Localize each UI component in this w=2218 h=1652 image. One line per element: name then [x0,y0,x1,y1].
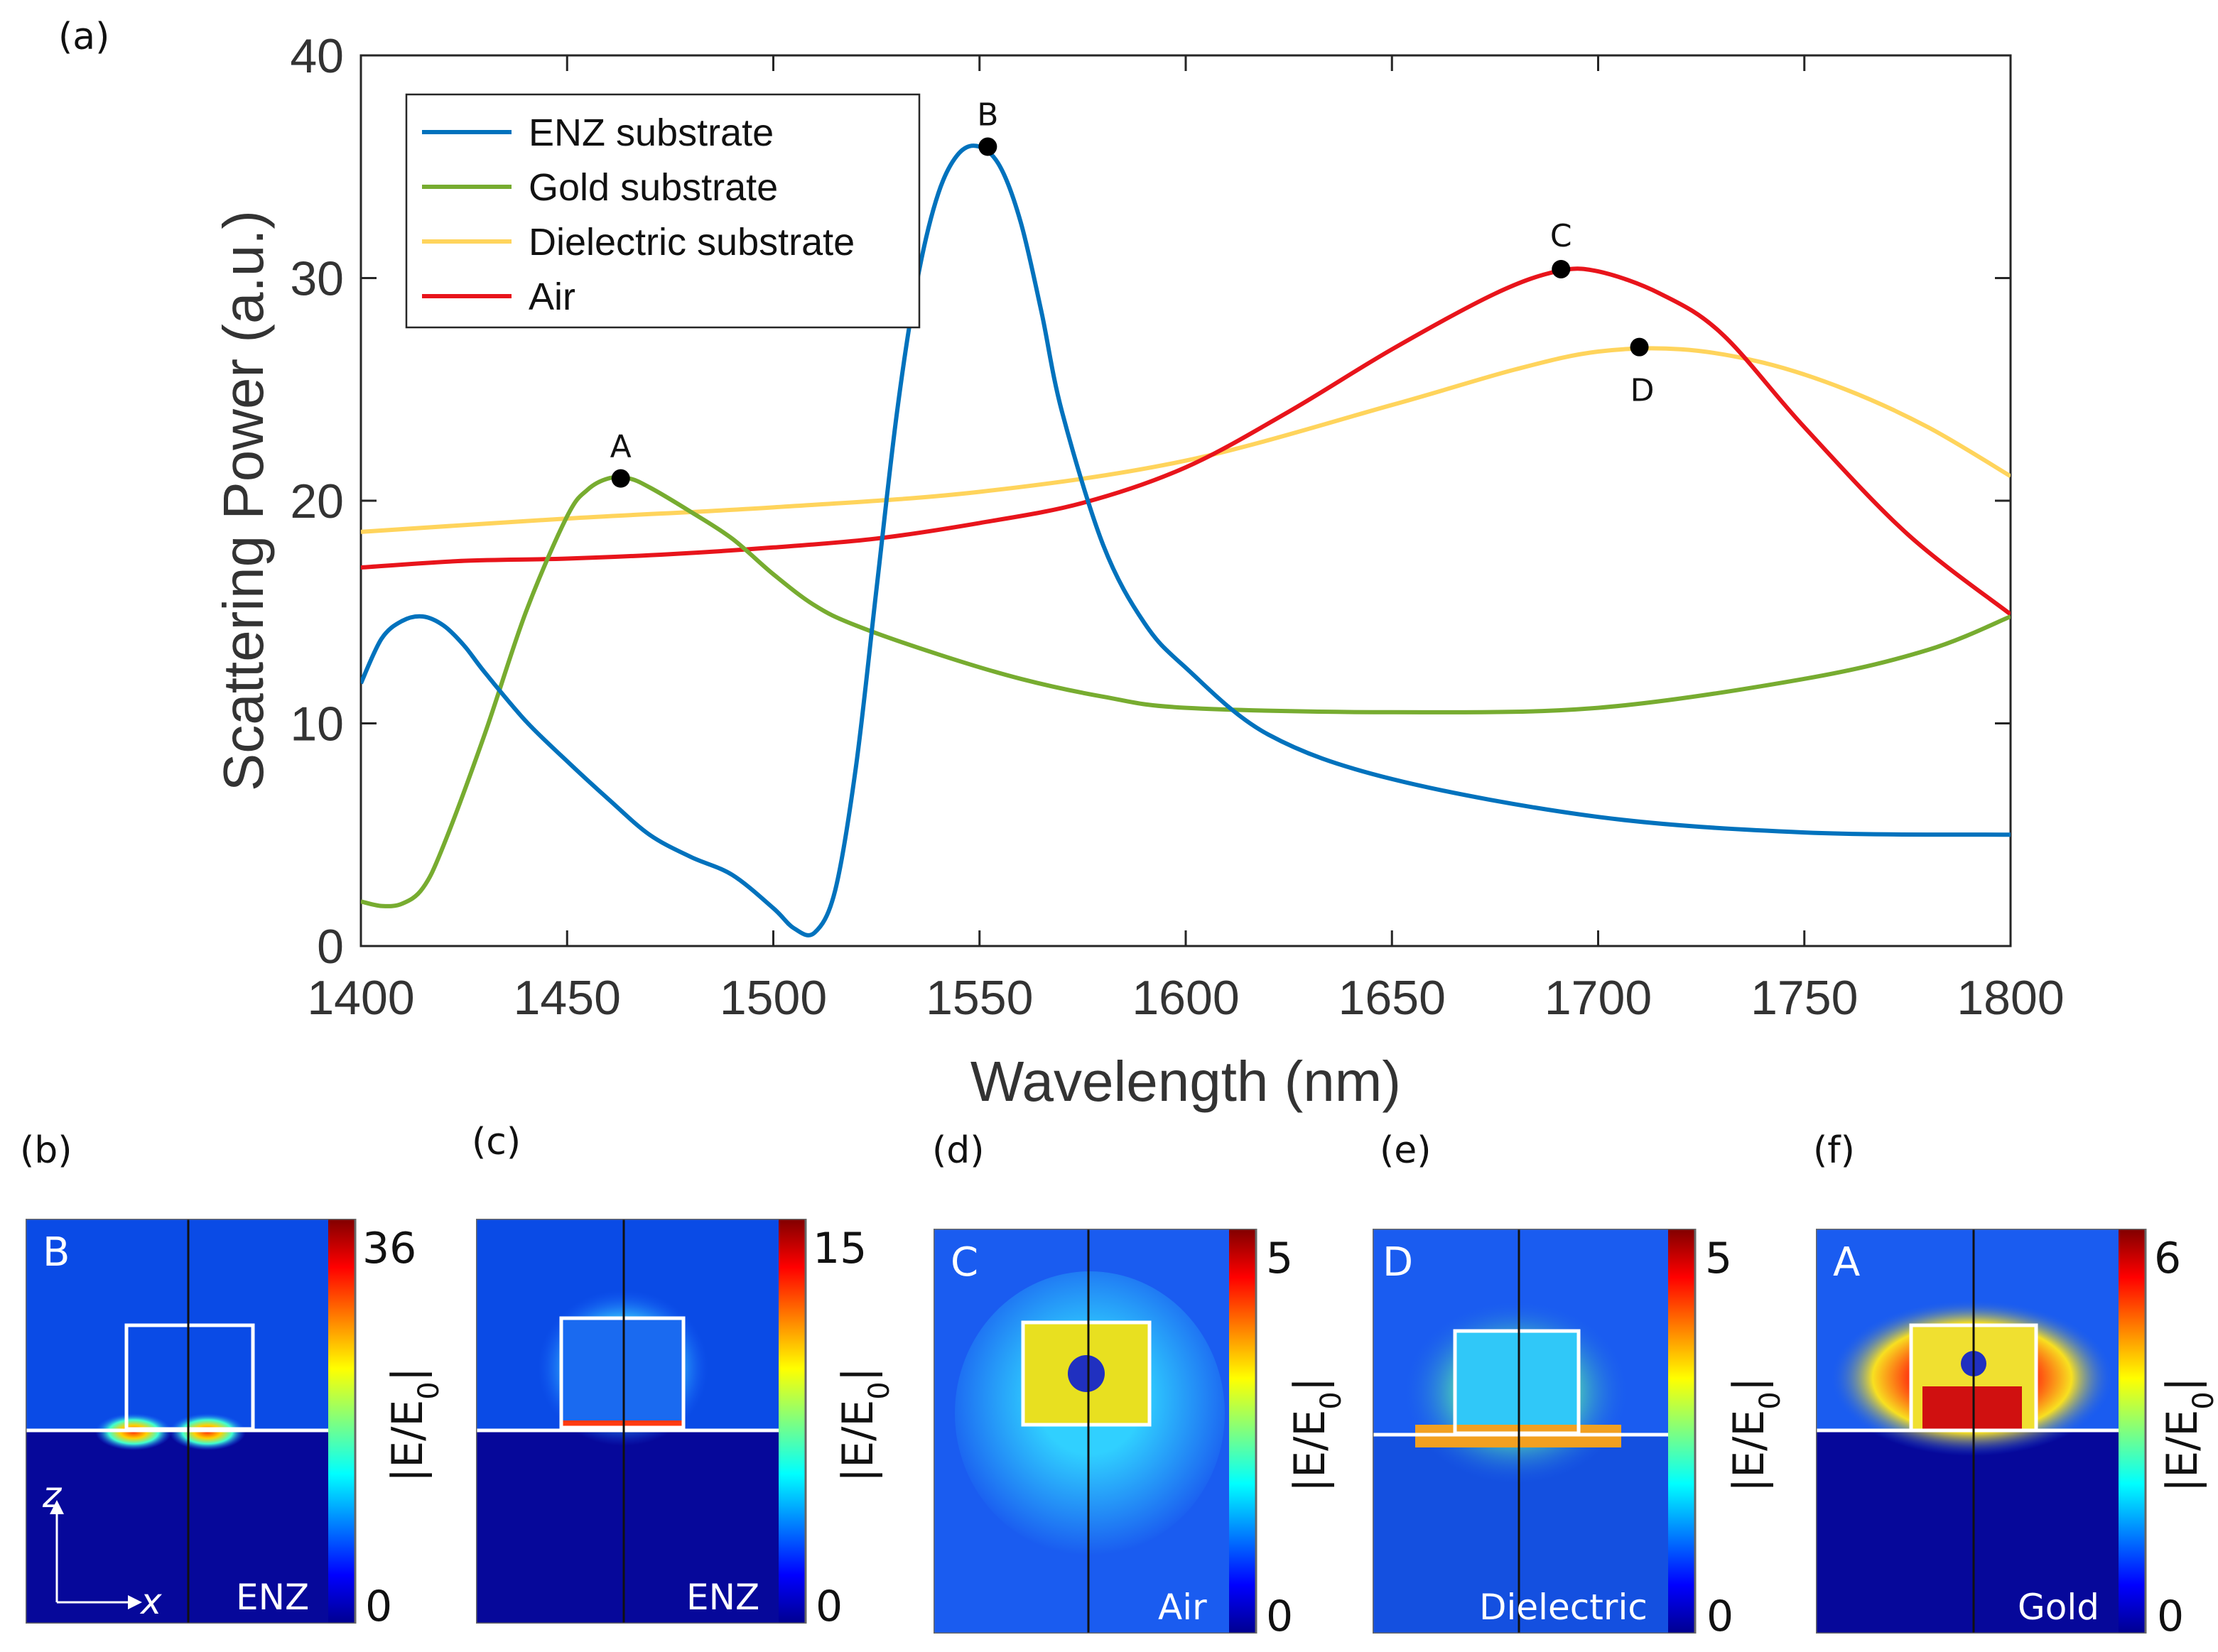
colorbar [779,1219,806,1624]
x-tick-label: 1450 [514,971,621,1025]
map-letter: A [1833,1239,1860,1286]
map-letter: B [43,1229,70,1276]
x-tick-label: 1400 [307,971,414,1025]
ticks-layer: 1400 1450 1500 1550 1600 1650 1700 1750 1800 0 10 2… [290,29,2064,1025]
colorbar-label: |E/E0| [1724,1377,1787,1492]
y-axis-label: Scattering Power (a.u.) [212,210,275,791]
colorbar-label: |E/E0| [833,1367,896,1482]
point-label-d: D [1630,373,1655,409]
scattering-chart: 1400 1450 1500 1550 1600 1650 1700 1750 1800 0 10 2… [212,29,2065,1113]
point-label-c: C [1550,218,1572,254]
colorbar [1229,1229,1256,1634]
colorbar-min: 0 [816,1582,843,1624]
colorbar [1668,1229,1695,1634]
panel-label-b: (b) [20,1129,72,1172]
y-tick-label: 20 [290,474,344,528]
map-border [934,1229,1257,1634]
x-arrow-head [128,1595,142,1609]
colorbar-max: 6 [2154,1234,2181,1283]
x-axis-label: Wavelength (nm) [970,1050,1401,1113]
point-label-a: A [610,429,632,465]
series-line-gold-substrate [361,474,2011,908]
substrate-label: ENZ [686,1577,759,1618]
x-tick-label: 1800 [1957,971,2064,1025]
colorbar [2119,1229,2146,1634]
legend-label: Air [529,276,575,318]
y-tick-label: 30 [290,252,344,306]
panel-label-f: (f) [1813,1129,1855,1172]
z-axis-label: z [42,1474,63,1516]
field-map-e: D Dielectric 5 0 |E/E0| [1373,1229,1787,1634]
panel-label-d: (d) [932,1129,985,1172]
colorbar-max: 5 [1705,1234,1732,1283]
particle-interior [1455,1331,1579,1433]
colorbar-min: 0 [2157,1592,2184,1634]
field-map-b: B ENZ z x 36 0 |E/E0| [26,1219,445,1624]
colorbar-label: |E/E0| [2158,1377,2218,1492]
series-layer [361,143,2011,938]
particle-outline [1021,1320,1152,1427]
map-letter: C [951,1239,978,1286]
substrate-label: Air [1158,1587,1207,1628]
map-border [1373,1229,1697,1634]
particle-outline [559,1316,686,1430]
colorbar-label: |E/E0| [383,1367,445,1482]
y-tick-label: 0 [317,920,344,974]
x-tick-label: 1600 [1132,971,1239,1025]
field-map-d: C Air 5 0 |E/E0| [934,1229,1348,1634]
colorbar-max: 15 [813,1224,867,1273]
legend-label: ENZ substrate [529,112,774,154]
map-border [26,1219,357,1624]
map-letter: D [1383,1239,1413,1286]
x-tick-label: 1550 [926,971,1033,1025]
map-border [476,1219,807,1624]
colorbar-min: 0 [1266,1592,1293,1634]
point-marker-d [1630,337,1649,357]
y-tick-label: 40 [290,29,344,83]
field-minimum [1068,1355,1105,1392]
x-axis-label-map: x [139,1581,162,1622]
map-border [1816,1229,2147,1634]
colorbar-min: 0 [365,1582,392,1624]
panel-label-e: (e) [1380,1129,1432,1172]
x-tick-label: 1750 [1751,971,1858,1025]
substrate-label: Dielectric [1479,1587,1648,1628]
panel-label-c: (c) [472,1121,521,1163]
colorbar-label: |E/E0| [1285,1377,1348,1492]
point-label-b: B [977,97,998,134]
colorbar-max: 5 [1266,1234,1293,1283]
particle-interior [561,1318,683,1428]
x-tick-label: 1500 [720,971,827,1025]
series-line-enz-substrate [361,143,2011,938]
legend-label: Dielectric substrate [529,221,855,263]
substrate-label: Gold [2018,1587,2099,1628]
point-marker-b [978,137,997,156]
y-tick-label: 10 [290,697,344,751]
series-line-air [361,266,2011,616]
z-arrow-head [50,1500,64,1514]
x-tick-label: 1700 [1545,971,1652,1025]
colorbar-max: 36 [362,1224,416,1273]
point-marker-a [611,469,630,488]
legend: ENZ substrate Gold substrate Dielectric su… [405,93,921,329]
x-tick-label: 1650 [1338,971,1446,1025]
colorbar [328,1219,355,1624]
substrate-region [26,1430,328,1624]
series-line-dielectric-substrate [361,346,2011,534]
substrate-label: ENZ [236,1577,309,1618]
substrate-region [476,1430,779,1624]
field-map-f: A Gold 6 0 |E/E0| [1816,1229,2218,1634]
colorbar-min: 0 [1706,1592,1733,1634]
hotspot-core [1922,1386,2022,1429]
substrate-region [1816,1430,2119,1634]
panel-label-a: (a) [58,16,110,58]
annotation-layer: A B C D [610,97,1655,488]
legend-label: Gold substrate [529,166,778,209]
field-map-c: ENZ 15 0 |E/E0| [476,1219,896,1624]
point-marker-c [1552,259,1571,278]
